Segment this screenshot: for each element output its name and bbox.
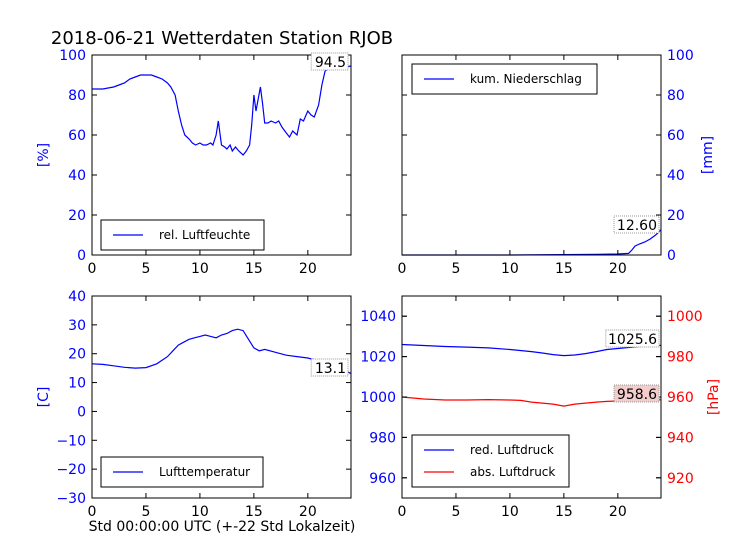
temperature-legend-label: Lufttemperatur [159,465,250,479]
temperature-frame [91,295,352,499]
temperature-ytick-label: 0 [77,404,86,420]
humidity-annotation-box [310,52,349,71]
temperature-ytick-label: 30 [68,318,86,334]
precip-xtick-label: 0 [398,261,407,277]
temperature-ytick-label: 40 [68,289,86,305]
pressure-annotation-box [605,329,660,348]
pressure-ytick-label: 980 [369,430,396,446]
precip-annotation-box [613,215,660,234]
precip-annotation: 12.60 [617,218,657,234]
pressure-ytick-label: 1020 [360,350,396,366]
pressure-ylabel: [hPa] [706,379,722,415]
humidity-ytick-label: 0 [77,248,86,264]
humidity-xtick-label: 10 [191,261,209,277]
pressure-xtick-label: 0 [398,504,407,520]
pressure-annotation: 958.6 [617,387,657,403]
pressure-xtick-label: 20 [609,504,627,520]
humidity-series-line [92,65,352,156]
pressure-ytick-label: 1040 [360,309,396,325]
figure-title: 2018-06-21 Wetterdaten Station RJOB [51,28,393,49]
humidity-ytick-label: 80 [68,88,86,104]
precip-legend-label: kum. Niederschlag [470,72,582,86]
humidity-frame [91,54,352,256]
humidity-xtick-label: 0 [88,261,97,277]
pressure-ytick-label: 920 [667,471,694,487]
humidity-annotation: 94.5 [315,55,346,71]
humidity-ylabel: [%] [36,143,52,167]
temperature-xtick-label: 15 [245,504,263,520]
temperature-xtick-label: 10 [191,504,209,520]
precip-ytick-label: 100 [667,48,694,64]
humidity-ytick-label: 40 [68,168,86,184]
pressure-legend-label: red. Luftdruck [470,443,554,457]
pressure-ytick-label: 1000 [360,390,396,406]
humidity-xtick-label: 5 [141,261,150,277]
temperature-series-line [91,328,352,375]
pressure-legend [411,434,570,488]
precip-ytick-label: 20 [667,208,685,224]
pressure-xtick-label: 15 [555,504,573,520]
temperature-xtick-label: 0 [88,504,97,520]
pressure-annotation-box [613,384,660,403]
temperature-ytick-label: 10 [68,376,86,392]
precip-xtick-label: 5 [451,261,460,277]
precip-xtick-label: 20 [609,261,627,277]
humidity-ytick-label: 100 [59,48,86,64]
pressure-ytick-label: 980 [667,350,694,366]
pressure-annotation: 1025.6 [608,332,657,348]
temperature-annotation-box [310,358,349,377]
humidity-ytick-label: 60 [68,128,86,144]
pressure-ytick-label: 960 [667,390,694,406]
temperature-ytick-label: −30 [56,491,86,507]
precip-xtick-label: 15 [555,261,573,277]
precip-ylabel: [mm] [700,136,716,174]
precip-ytick-label: 80 [667,88,685,104]
x-axis-label: Std 00:00:00 UTC (+-22 Std Lokalzeit) [89,519,356,535]
precip-ytick-label: 0 [667,248,676,264]
pressure-ytick-label: 940 [667,430,694,446]
humidity-ytick-label: 20 [68,208,86,224]
temperature-ytick-label: 20 [68,347,86,363]
humidity-xtick-label: 20 [299,261,317,277]
pressure-xtick-label: 5 [451,504,460,520]
precip-ytick-label: 60 [667,128,685,144]
pressure-legend-label: abs. Luftdruck [470,465,555,479]
temperature-ytick-label: −20 [56,462,86,478]
precip-frame [401,54,662,256]
temperature-annotation: 13.1 [315,361,346,377]
precip-ytick-label: 40 [667,168,685,184]
pressure-xtick-label: 10 [501,504,519,520]
precip-xtick-label: 10 [501,261,519,277]
temperature-xtick-label: 20 [299,504,317,520]
pressure-ytick-label: 960 [369,471,396,487]
humidity-xtick-label: 15 [245,261,263,277]
temperature-ytick-label: −10 [56,433,86,449]
pressure-ytick-label: 1000 [667,309,703,325]
temperature-xtick-label: 5 [141,504,150,520]
temperature-ylabel: [C] [36,387,52,408]
humidity-legend-label: rel. Luftfeuchte [159,228,250,242]
